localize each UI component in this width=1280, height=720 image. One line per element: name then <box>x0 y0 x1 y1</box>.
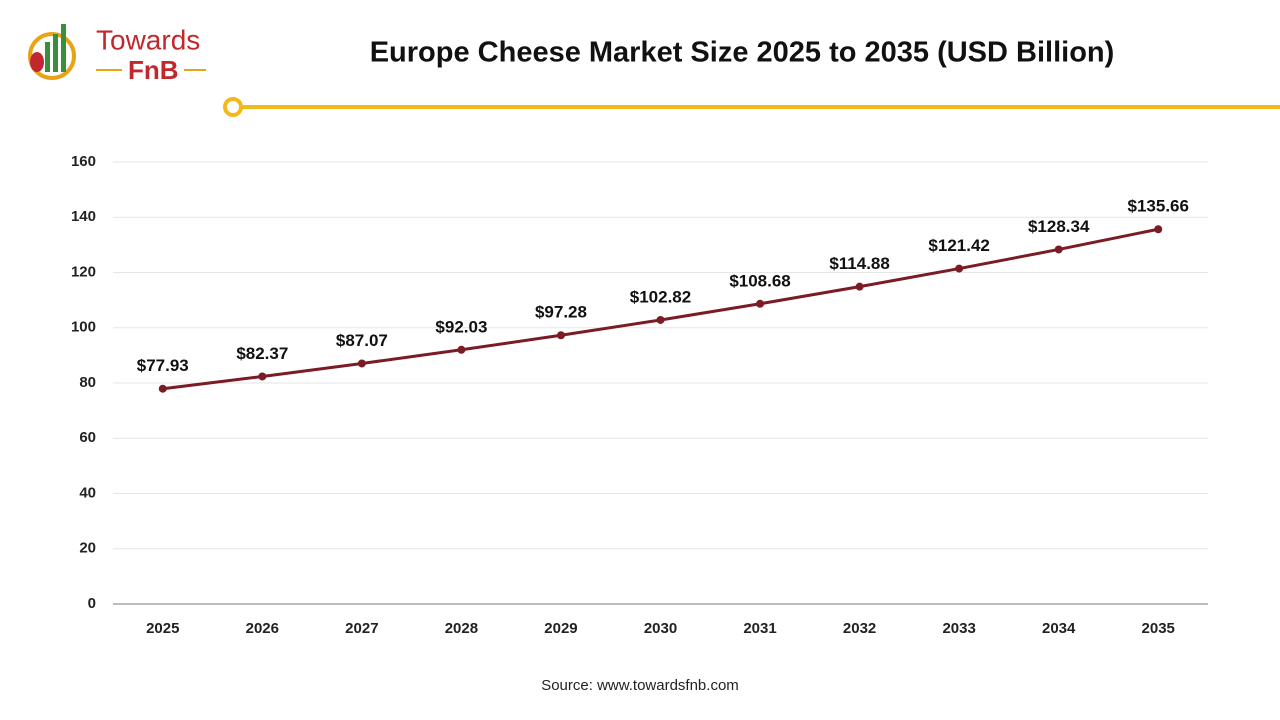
value-label: $102.82 <box>630 287 691 306</box>
logo: Towards FnB <box>28 24 206 85</box>
point <box>258 372 267 381</box>
point <box>855 282 864 291</box>
y-tick-label: 160 <box>71 153 96 170</box>
logo-text: Towards <box>96 24 200 55</box>
point <box>656 315 665 324</box>
point <box>457 345 466 354</box>
point <box>357 359 366 368</box>
header-dot <box>223 97 243 117</box>
value-label: $108.68 <box>729 271 790 290</box>
x-tick-label: 2027 <box>345 620 378 637</box>
y-tick-label: 100 <box>71 319 96 336</box>
x-tick-label: 2025 <box>146 620 179 637</box>
source: Source: www.towardsfnb.com <box>541 677 739 694</box>
x-tick-label: 2035 <box>1142 620 1175 637</box>
logo-ring <box>28 32 76 80</box>
logo-bar <box>53 34 58 72</box>
y-tick-label: 140 <box>71 208 96 225</box>
x-tick-label: 2032 <box>843 620 876 637</box>
x-tick-label: 2026 <box>246 620 279 637</box>
value-label: $121.42 <box>928 236 989 255</box>
point <box>1154 225 1163 234</box>
y-tick-label: 20 <box>79 540 96 557</box>
value-label: $135.66 <box>1128 197 1189 216</box>
x-tick-label: 2029 <box>544 620 577 637</box>
logo-bar <box>45 42 50 72</box>
point <box>556 331 565 340</box>
y-tick-label: 120 <box>71 263 96 280</box>
x-tick-label: 2028 <box>445 620 478 637</box>
point <box>756 299 765 308</box>
point <box>955 264 964 273</box>
y-tick-label: 80 <box>79 374 96 391</box>
point <box>1054 245 1063 254</box>
x-tick-label: 2033 <box>942 620 975 637</box>
value-label: $87.07 <box>336 331 388 350</box>
x-tick-label: 2031 <box>743 620 776 637</box>
value-label: $128.34 <box>1028 217 1090 236</box>
x-tick-label: 2030 <box>644 620 677 637</box>
value-label: $77.93 <box>137 356 189 375</box>
value-label: $97.28 <box>535 303 587 322</box>
y-tick-label: 40 <box>79 484 96 501</box>
logo-bar <box>61 24 66 72</box>
value-label: $114.88 <box>829 254 890 273</box>
value-label: $82.37 <box>236 344 288 363</box>
chart-title: Europe Cheese Market Size 2025 to 2035 (… <box>370 37 1115 69</box>
y-tick-label: 0 <box>88 595 96 612</box>
x-tick-label: 2034 <box>1042 620 1076 637</box>
point <box>158 384 167 393</box>
logo-text: FnB <box>128 55 179 85</box>
logo-spoon <box>30 52 44 72</box>
y-tick-label: 60 <box>79 429 96 446</box>
value-label: $92.03 <box>435 317 487 336</box>
